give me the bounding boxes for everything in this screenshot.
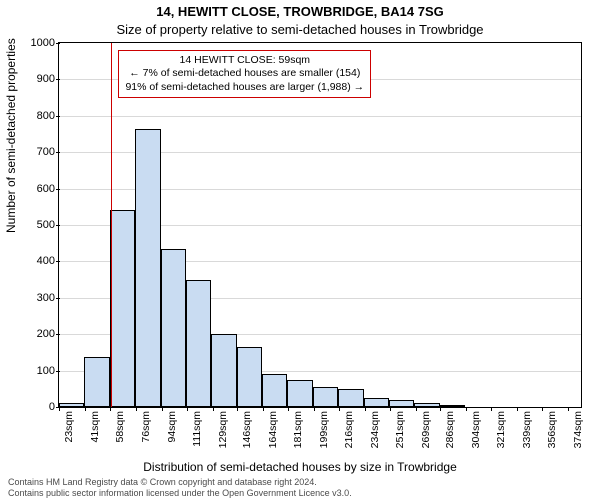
histogram-bar (84, 357, 109, 407)
histogram-bar (389, 400, 414, 407)
x-tick-label: 129sqm (217, 407, 229, 448)
x-tick-mark (339, 407, 340, 411)
x-tick-label: 251sqm (394, 407, 406, 448)
x-tick-label: 321sqm (495, 407, 507, 448)
x-tick-label: 41sqm (89, 407, 101, 443)
x-axis-label: Distribution of semi-detached houses by … (0, 460, 600, 474)
marker-line (111, 43, 112, 407)
x-tick-mark (568, 407, 569, 411)
x-tick-mark (213, 407, 214, 411)
histogram-bar (186, 280, 211, 407)
y-tick-label: 100 (37, 365, 59, 377)
y-tick-label: 600 (37, 183, 59, 195)
x-tick-label: 286sqm (444, 407, 456, 448)
x-tick-mark (365, 407, 366, 411)
x-tick-label: 111sqm (191, 407, 203, 447)
x-tick-label: 374sqm (572, 407, 584, 448)
histogram-bar (338, 389, 363, 407)
caption-line-1: Contains HM Land Registry data © Crown c… (8, 477, 317, 487)
histogram-bar (135, 129, 160, 407)
caption-line-2: Contains public sector information licen… (8, 488, 352, 498)
y-axis-label: Number of semi-detached properties (4, 38, 18, 233)
x-tick-label: 216sqm (343, 407, 355, 448)
y-tick-label: 1000 (31, 37, 59, 49)
y-tick-label: 500 (37, 219, 59, 231)
x-tick-mark (517, 407, 518, 411)
y-tick-label: 0 (49, 401, 59, 413)
x-tick-mark (416, 407, 417, 411)
x-tick-label: 94sqm (166, 407, 178, 443)
x-tick-mark (263, 407, 264, 411)
x-tick-mark (288, 407, 289, 411)
x-tick-label: 199sqm (318, 407, 330, 448)
x-tick-label: 58sqm (114, 407, 126, 443)
x-tick-label: 164sqm (267, 407, 279, 448)
histogram-bar (313, 387, 338, 407)
y-tick-label: 400 (37, 255, 59, 267)
x-tick-mark (542, 407, 543, 411)
y-tick-label: 300 (37, 292, 59, 304)
y-tick-label: 200 (37, 328, 59, 340)
x-tick-mark (440, 407, 441, 411)
x-tick-mark (110, 407, 111, 411)
annotation-box: 14 HEWITT CLOSE: 59sqm← 7% of semi-detac… (118, 50, 371, 97)
chart-caption: Contains HM Land Registry data © Crown c… (8, 477, 592, 498)
y-tick-label: 900 (37, 73, 59, 85)
y-tick-label: 700 (37, 146, 59, 158)
x-tick-mark (59, 407, 60, 411)
annotation-line: ← 7% of semi-detached houses are smaller… (125, 67, 364, 80)
x-tick-label: 146sqm (241, 407, 253, 448)
chart-title: 14, HEWITT CLOSE, TROWBRIDGE, BA14 7SG (0, 4, 600, 19)
x-tick-mark (85, 407, 86, 411)
gridline (59, 116, 581, 117)
x-tick-label: 356sqm (546, 407, 558, 448)
x-tick-label: 23sqm (63, 407, 75, 443)
x-tick-mark (162, 407, 163, 411)
x-tick-label: 181sqm (292, 407, 304, 448)
histogram-bar (211, 334, 236, 407)
annotation-line: 91% of semi-detached houses are larger (… (125, 81, 364, 94)
x-tick-label: 234sqm (369, 407, 381, 448)
x-tick-mark (491, 407, 492, 411)
x-tick-label: 269sqm (420, 407, 432, 448)
histogram-bar (237, 347, 262, 407)
x-tick-label: 339sqm (521, 407, 533, 448)
histogram-bar (262, 374, 287, 407)
histogram-bar (364, 398, 389, 407)
y-tick-label: 800 (37, 110, 59, 122)
chart-subtitle: Size of property relative to semi-detach… (0, 22, 600, 37)
plot-area: 0100200300400500600700800900100014 HEWIT… (58, 42, 582, 408)
x-tick-mark (136, 407, 137, 411)
histogram-bar (287, 380, 312, 407)
histogram-bar (161, 249, 186, 407)
x-tick-mark (390, 407, 391, 411)
annotation-line: 14 HEWITT CLOSE: 59sqm (125, 54, 364, 67)
histogram-bar (110, 210, 135, 407)
x-tick-mark (314, 407, 315, 411)
x-tick-mark (187, 407, 188, 411)
x-tick-label: 304sqm (470, 407, 482, 448)
x-tick-mark (237, 407, 238, 411)
x-tick-mark (466, 407, 467, 411)
x-tick-label: 76sqm (140, 407, 152, 443)
